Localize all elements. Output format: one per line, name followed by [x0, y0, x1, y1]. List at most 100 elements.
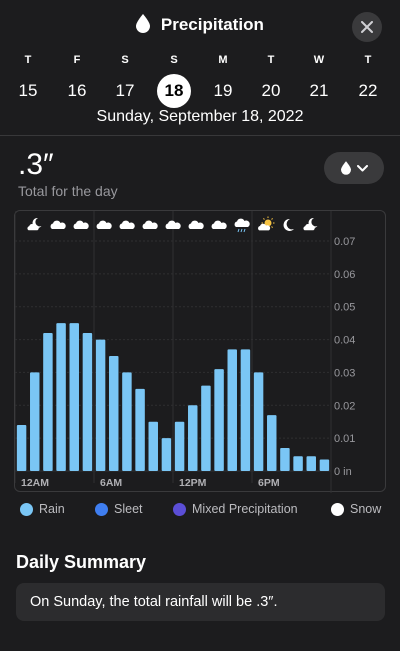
- chart-canvas: 0.07 0.06 0.05 0.04 0.03 0.02 0.01 0 in 12AM 6AM 1…: [15, 211, 355, 493]
- bar: [161, 438, 172, 471]
- day-item[interactable]: T 15: [8, 52, 48, 108]
- bar: [227, 349, 237, 471]
- day-item[interactable]: M 19: [203, 52, 243, 108]
- bar: [319, 459, 330, 471]
- legend-label: Rain: [39, 502, 65, 516]
- bar: [148, 421, 158, 471]
- day-item[interactable]: W 21: [299, 52, 339, 108]
- day-number: 17: [115, 81, 135, 100]
- day-number: 15: [18, 81, 38, 100]
- day-of-week: T: [364, 54, 372, 66]
- bar: [306, 456, 316, 471]
- y-tick-label: 0.06: [334, 269, 355, 281]
- page-title-text: Precipitation: [160, 15, 264, 34]
- y-tick-label: 0.01: [334, 433, 355, 445]
- bar: [69, 323, 79, 471]
- cloud-icon: [73, 220, 89, 229]
- legend: Rain Sleet Mixed Precipitation Snow: [0, 502, 400, 522]
- bar: [201, 385, 211, 471]
- day-item-selected[interactable]: S 18: [154, 52, 194, 108]
- day-of-week: W: [313, 54, 325, 66]
- mixed-swatch: [173, 502, 186, 516]
- day-item[interactable]: T 20: [251, 52, 291, 108]
- day-item[interactable]: S 17: [105, 52, 145, 108]
- bar: [214, 369, 224, 471]
- y-tick-label: 0.07: [334, 236, 355, 248]
- close-icon: [361, 21, 373, 33]
- day-of-week: S: [121, 54, 129, 66]
- y-tick-label: 0.02: [334, 400, 355, 412]
- cloud-icon: [50, 220, 66, 229]
- day-number: 18: [157, 74, 191, 108]
- bar: [267, 415, 277, 471]
- day-of-week: S: [170, 54, 178, 66]
- moon-icon: [283, 218, 294, 231]
- cloud-icon: [211, 220, 227, 229]
- snow-swatch: [331, 502, 344, 516]
- x-tick-label: 12AM: [21, 477, 49, 489]
- day-number: 21: [309, 81, 329, 100]
- divider: [0, 135, 400, 136]
- bar: [122, 372, 132, 471]
- x-tick-label: 6AM: [100, 477, 122, 489]
- close-button[interactable]: [352, 12, 382, 42]
- bar: [293, 456, 303, 471]
- day-number: 16: [67, 81, 87, 100]
- day-item[interactable]: F 16: [57, 52, 97, 108]
- header: Precipitation: [0, 0, 400, 52]
- bar: [174, 421, 185, 471]
- total-value: .3″: [18, 148, 54, 181]
- x-tick-label: 12PM: [179, 477, 207, 489]
- day-number: 20: [261, 81, 281, 100]
- legend-item-rain: Rain: [20, 502, 65, 516]
- day-item[interactable]: T 22: [348, 52, 388, 108]
- bar: [188, 405, 198, 471]
- legend-item-snow: Snow: [331, 502, 381, 516]
- day-of-week: F: [73, 54, 81, 66]
- y-tick-label: 0.04: [334, 335, 355, 347]
- cloud-icon: [188, 220, 204, 229]
- bar: [43, 333, 53, 471]
- cloud-icon: [96, 220, 112, 229]
- cloud-icon: [165, 220, 181, 229]
- chevron-down-icon: [356, 164, 368, 171]
- legend-label: Mixed Precipitation: [192, 502, 298, 516]
- bar: [109, 356, 119, 471]
- legend-label: Sleet: [114, 502, 143, 516]
- summary-box: On Sunday, the total rainfall will be .3…: [16, 583, 385, 621]
- precipitation-chart: 0.07 0.06 0.05 0.04 0.03 0.02 0.01 0 in 12AM 6AM 1…: [14, 210, 386, 493]
- partly-cloudy-sun-icon: [258, 216, 275, 231]
- legend-item-sleet: Sleet: [95, 502, 143, 516]
- bar: [16, 425, 27, 471]
- day-of-week: T: [24, 54, 32, 66]
- bar: [253, 372, 264, 471]
- cloud-icon: [142, 220, 158, 229]
- summary-title: Daily Summary: [16, 552, 147, 572]
- selected-date: Sunday, September 18, 2022: [96, 108, 304, 125]
- y-tick-label: 0.05: [334, 302, 355, 314]
- precipitation-type-picker[interactable]: [324, 152, 384, 184]
- x-tick-label: 6PM: [258, 477, 280, 489]
- day-selector: T 15 F 16 S 17 S 18 M 19 T 20 W 21 T 22: [0, 52, 400, 112]
- cloud-rain-icon: [234, 218, 250, 233]
- bar: [56, 323, 66, 471]
- day-number: 22: [358, 81, 378, 100]
- day-of-week: M: [218, 54, 228, 66]
- y-tick-label: 0.03: [334, 367, 355, 379]
- bar: [240, 349, 251, 471]
- page-title: Precipitation: [0, 14, 400, 35]
- total-label: Total for the day: [18, 183, 118, 199]
- rain-swatch: [20, 502, 33, 516]
- bar: [82, 333, 93, 471]
- bar: [280, 448, 290, 471]
- y-tick-label: 0 in: [334, 466, 352, 478]
- partly-cloudy-moon-icon: [27, 217, 42, 231]
- bar: [135, 388, 145, 471]
- legend-item-mixed: Mixed Precipitation: [173, 502, 298, 516]
- raindrop-icon: [136, 14, 151, 33]
- partly-cloudy-moon-icon: [303, 217, 318, 231]
- sleet-swatch: [95, 502, 108, 516]
- day-of-week: T: [267, 54, 275, 66]
- day-number: 19: [213, 81, 233, 100]
- raindrop-icon: [340, 161, 351, 175]
